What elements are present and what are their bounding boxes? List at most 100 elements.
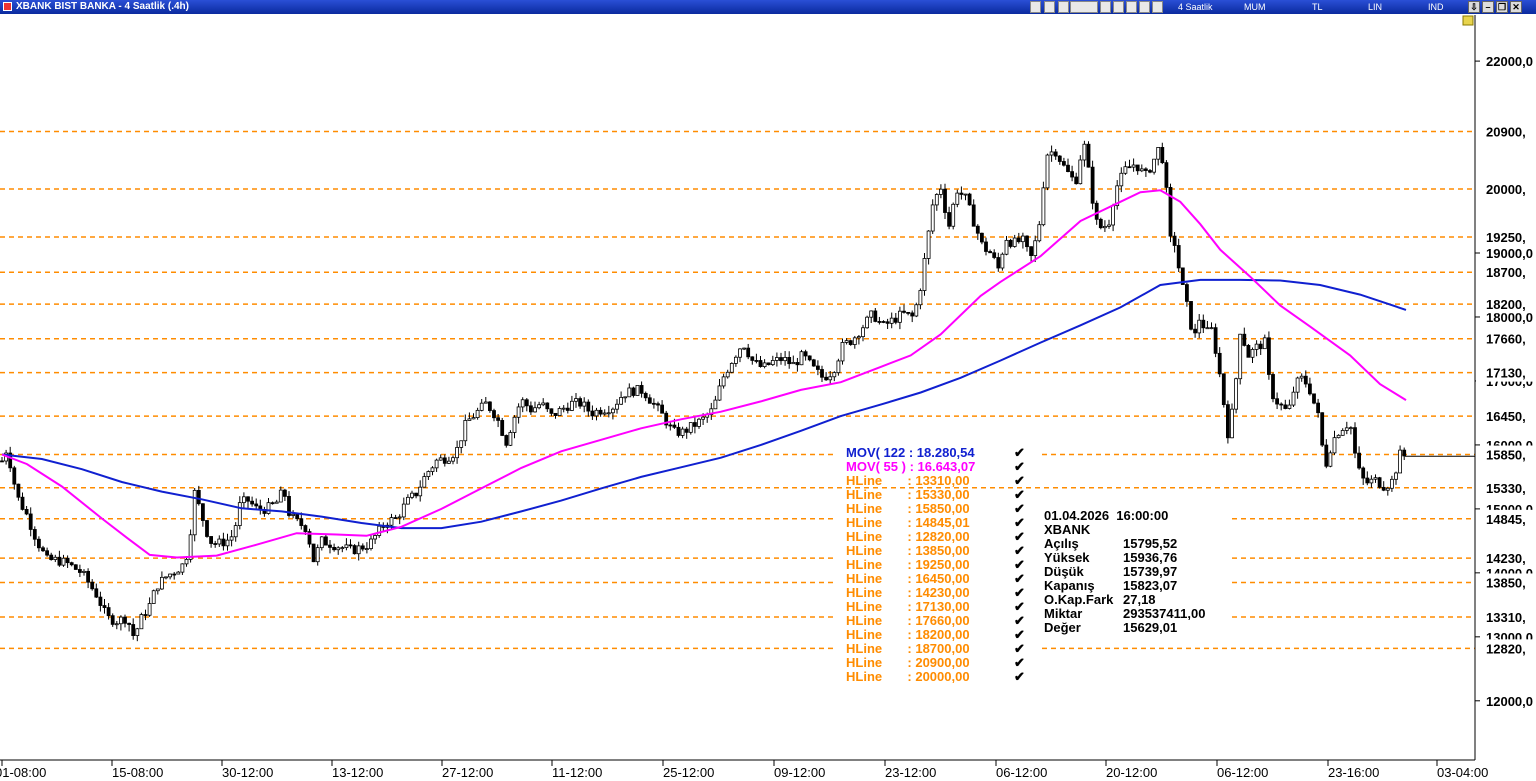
candle-body	[168, 573, 173, 578]
candle-body	[254, 503, 259, 507]
info-datetime: 01.04.2026 16:00:00	[1044, 508, 1168, 523]
legend-check-icon[interactable]: ✔	[1014, 501, 1025, 516]
candle-body	[1090, 166, 1095, 204]
legend-check-icon[interactable]: ✔	[1014, 641, 1025, 656]
toolbar-icon-8[interactable]	[1139, 1, 1150, 13]
candle-body	[791, 362, 796, 365]
toolbar-icon-7[interactable]	[1126, 1, 1137, 13]
candle-body	[943, 188, 947, 213]
candle-body	[811, 359, 816, 367]
candle-body	[963, 193, 968, 196]
candle-body	[12, 467, 17, 485]
toolbar-icon-9[interactable]	[1152, 1, 1163, 13]
candle-body	[20, 496, 25, 510]
y-tick-label: 12000,0	[1486, 694, 1533, 709]
candle-body	[1139, 168, 1144, 172]
hline-price-box	[1476, 573, 1536, 592]
legend-entry[interactable]: HLine : 20900,00	[846, 655, 970, 670]
candle-body	[393, 517, 398, 519]
info-label: Düşük	[1044, 564, 1085, 579]
legend-check-icon[interactable]: ✔	[1014, 445, 1025, 460]
legend-check-icon[interactable]: ✔	[1014, 473, 1025, 488]
info-label: Kapanış	[1044, 578, 1095, 593]
legend-check-icon[interactable]: ✔	[1014, 557, 1025, 572]
candle-body	[672, 424, 677, 428]
legend-entry[interactable]: MOV( 55 ) : 16.643,07	[846, 459, 975, 474]
toolbar-icon-4[interactable]	[1070, 1, 1098, 13]
candle-body	[1189, 301, 1193, 330]
legend-entry[interactable]: HLine : 18700,00	[846, 641, 970, 656]
candle-body	[274, 501, 279, 504]
legend-check-icon[interactable]: ✔	[1014, 585, 1025, 600]
legend-check-icon[interactable]: ✔	[1014, 529, 1025, 544]
legend-entry[interactable]: HLine : 17660,00	[846, 613, 970, 628]
legend-check-icon[interactable]: ✔	[1014, 627, 1025, 642]
legend-check-icon[interactable]: ✔	[1014, 515, 1025, 530]
legend-check-icon[interactable]: ✔	[1014, 543, 1025, 558]
lock-icon[interactable]	[1462, 15, 1474, 26]
toolbar-icon-6[interactable]	[1113, 1, 1124, 13]
legend-entry[interactable]: MOV( 122 : 18.280,54	[846, 445, 975, 460]
candle-body	[57, 556, 62, 566]
legend-entry[interactable]: HLine : 13850,00	[846, 543, 970, 558]
legend-entry[interactable]: HLine : 17130,00	[846, 599, 970, 614]
candle-body	[180, 563, 185, 573]
legend-check-icon[interactable]: ✔	[1014, 571, 1025, 586]
legend-entry[interactable]: HLine : 13310,00	[846, 473, 970, 488]
legend-entry[interactable]: HLine : 15330,00	[846, 487, 970, 502]
toolbar-chart-type[interactable]: MUM	[1244, 2, 1266, 12]
hline-price-box	[1476, 295, 1536, 314]
toolbar-indicators[interactable]: IND	[1428, 2, 1444, 12]
toolbar-period[interactable]: 4 Saatlik	[1178, 2, 1213, 12]
close-icon[interactable]: ✕	[1510, 1, 1522, 13]
pin-icon[interactable]: ⇩	[1468, 1, 1480, 13]
legend-check-icon[interactable]: ✔	[1014, 655, 1025, 670]
candle-body	[1004, 239, 1009, 255]
toolbar-icon-1[interactable]	[1030, 1, 1041, 13]
legend-entry[interactable]: HLine : 14230,00	[846, 585, 970, 600]
legend-entry[interactable]: HLine : 14845,01	[846, 515, 970, 530]
legend-entry[interactable]: HLine : 12820,00	[846, 529, 970, 544]
hline-price-label: 19250,	[1486, 230, 1526, 245]
candle-body	[348, 544, 353, 547]
candle-body	[865, 316, 869, 329]
legend-check-icon[interactable]: ✔	[1014, 613, 1025, 628]
candle-body	[984, 241, 988, 252]
candle-body	[750, 356, 755, 361]
candle-body	[549, 408, 554, 414]
candle-body	[930, 204, 935, 232]
candle-body	[1336, 434, 1341, 439]
candle-body	[1373, 477, 1378, 480]
candle-body	[996, 257, 1001, 269]
legend-check-icon[interactable]: ✔	[1014, 459, 1025, 474]
candle-body	[270, 502, 275, 505]
legend-entry[interactable]: HLine : 20000,00	[846, 669, 970, 684]
candle-body	[155, 588, 160, 592]
legend-check-icon[interactable]: ✔	[1014, 487, 1025, 502]
legend-entry[interactable]: HLine : 16450,00	[846, 571, 970, 586]
toolbar-icon-3[interactable]	[1058, 1, 1069, 13]
candle-body	[164, 576, 168, 579]
legend-check-icon[interactable]: ✔	[1014, 599, 1025, 614]
candle-body	[37, 538, 41, 549]
toolbar-icon-2[interactable]	[1044, 1, 1055, 13]
toolbar-icon-5[interactable]	[1100, 1, 1111, 13]
legend-entry[interactable]: HLine : 18200,00	[846, 627, 970, 642]
legend-entry[interactable]: HLine : 15850,00	[846, 501, 970, 516]
legend-entry[interactable]: HLine : 19250,00	[846, 557, 970, 572]
candle-body	[410, 492, 414, 498]
candle-body	[1016, 237, 1021, 243]
candle-body	[451, 457, 455, 462]
toolbar-currency[interactable]: TL	[1312, 2, 1323, 12]
candle-body	[225, 539, 230, 547]
candle-body	[574, 398, 578, 402]
minimize-icon[interactable]: –	[1482, 1, 1494, 13]
candle-body	[590, 410, 595, 417]
legend-check-icon[interactable]: ✔	[1014, 669, 1025, 684]
toolbar-scale[interactable]: LIN	[1368, 2, 1383, 12]
candle-body	[41, 547, 45, 552]
restore-icon[interactable]: ❐	[1496, 1, 1508, 13]
x-tick-label: 23-16:00	[1328, 765, 1379, 780]
info-label: Açılış	[1044, 536, 1079, 551]
